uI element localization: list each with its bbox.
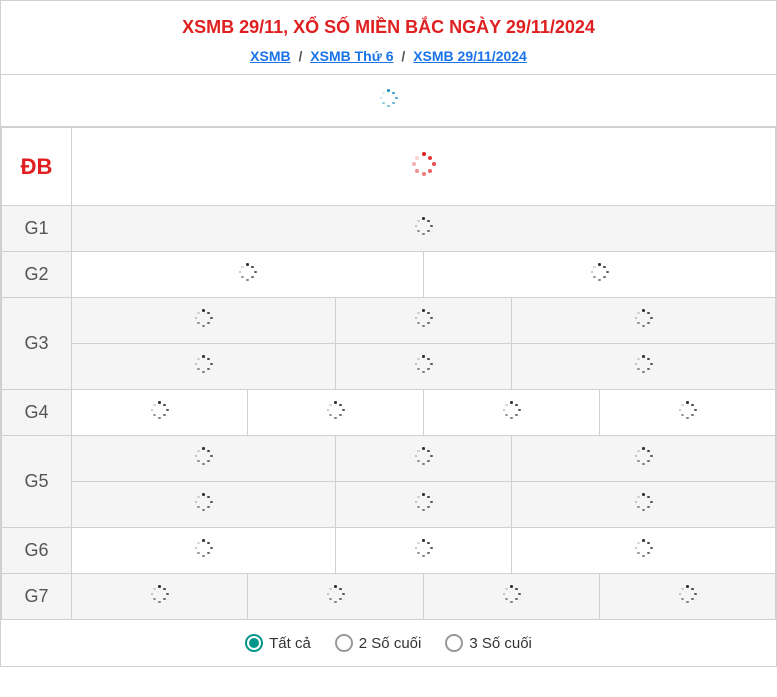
loading-spinner-icon	[412, 152, 436, 176]
lottery-results-panel: XSMB 29/11, XỔ SỐ MIỀN BẮC NGÀY 29/11/20…	[0, 0, 777, 667]
loading-spinner-icon	[151, 585, 169, 603]
loading-spinner-icon	[195, 309, 213, 327]
radio-icon	[245, 634, 263, 652]
table-row: ĐB	[2, 128, 776, 206]
loading-spinner-icon	[679, 585, 697, 603]
table-row: G4	[2, 390, 776, 436]
radio-icon	[335, 634, 353, 652]
prize-label: G3	[2, 298, 72, 390]
result-cell	[72, 528, 336, 574]
result-cell	[424, 252, 776, 298]
loading-spinner-icon	[635, 355, 653, 373]
result-cell	[600, 390, 776, 436]
filter-label: 2 Số cuối	[359, 635, 422, 652]
result-cell	[72, 574, 248, 620]
loading-spinner-icon	[503, 401, 521, 419]
prize-label: G5	[2, 436, 72, 528]
loading-spinner-icon	[195, 447, 213, 465]
filter-option-all[interactable]: Tất cả	[245, 634, 311, 652]
result-cell	[512, 528, 776, 574]
breadcrumb-link[interactable]: XSMB 29/11/2024	[413, 48, 527, 64]
result-cell	[72, 206, 776, 252]
prize-label: G2	[2, 252, 72, 298]
result-cell	[72, 436, 336, 482]
filter-footer: Tất cả 2 Số cuối 3 Số cuối	[1, 620, 776, 666]
filter-label: 3 Số cuối	[469, 635, 532, 652]
result-cell	[600, 574, 776, 620]
page-title: XSMB 29/11, XỔ SỐ MIỀN BẮC NGÀY 29/11/20…	[11, 17, 766, 38]
result-cell	[72, 482, 336, 528]
result-cell	[336, 482, 512, 528]
results-table: ĐBG1G2G3G4G5G6G7	[1, 127, 776, 620]
loading-spinner-icon	[415, 447, 433, 465]
prize-label: ĐB	[2, 128, 72, 206]
loading-spinner-icon	[591, 263, 609, 281]
loading-spinner-icon	[195, 539, 213, 557]
loading-spinner-icon	[635, 493, 653, 511]
result-cell	[72, 298, 336, 344]
filter-option-2digits[interactable]: 2 Số cuối	[335, 634, 422, 652]
loading-spinner-icon	[635, 309, 653, 327]
result-cell	[512, 344, 776, 390]
result-cell	[512, 482, 776, 528]
result-cell	[248, 390, 424, 436]
loading-spinner-icon	[415, 217, 433, 235]
loading-spinner-icon	[635, 539, 653, 557]
result-cell	[336, 298, 512, 344]
table-row: G7	[2, 574, 776, 620]
result-cell	[336, 436, 512, 482]
result-cell	[336, 344, 512, 390]
table-row	[2, 344, 776, 390]
loading-spinner-icon	[415, 493, 433, 511]
table-row: G3	[2, 298, 776, 344]
prize-label: G1	[2, 206, 72, 252]
table-row: G2	[2, 252, 776, 298]
result-cell	[72, 128, 776, 206]
table-row	[2, 482, 776, 528]
breadcrumb-link[interactable]: XSMB Thứ 6	[310, 48, 393, 64]
result-cell	[424, 390, 600, 436]
result-cell	[72, 344, 336, 390]
filter-label: Tất cả	[269, 635, 311, 652]
result-cell	[424, 574, 600, 620]
result-cell	[72, 252, 424, 298]
result-cell	[248, 574, 424, 620]
table-row: G1	[2, 206, 776, 252]
result-cell	[512, 436, 776, 482]
loading-spinner-icon	[327, 401, 345, 419]
filter-option-3digits[interactable]: 3 Số cuối	[445, 634, 532, 652]
prize-label: G7	[2, 574, 72, 620]
loading-spinner-icon	[380, 89, 398, 107]
loading-spinner-icon	[195, 493, 213, 511]
header-loading-row	[1, 75, 776, 127]
loading-spinner-icon	[415, 539, 433, 557]
radio-icon	[445, 634, 463, 652]
loading-spinner-icon	[415, 355, 433, 373]
loading-spinner-icon	[239, 263, 257, 281]
prize-label: G6	[2, 528, 72, 574]
loading-spinner-icon	[327, 585, 345, 603]
result-cell	[512, 298, 776, 344]
breadcrumb-sep: /	[298, 48, 302, 64]
breadcrumb-link[interactable]: XSMB	[250, 48, 290, 64]
breadcrumb-sep: /	[401, 48, 405, 64]
loading-spinner-icon	[679, 401, 697, 419]
breadcrumb: XSMB / XSMB Thứ 6 / XSMB 29/11/2024	[11, 48, 766, 64]
loading-spinner-icon	[503, 585, 521, 603]
header: XSMB 29/11, XỔ SỐ MIỀN BẮC NGÀY 29/11/20…	[1, 1, 776, 75]
loading-spinner-icon	[195, 355, 213, 373]
prize-label: G4	[2, 390, 72, 436]
table-row: G5	[2, 436, 776, 482]
table-row: G6	[2, 528, 776, 574]
loading-spinner-icon	[151, 401, 169, 419]
result-cell	[336, 528, 512, 574]
loading-spinner-icon	[415, 309, 433, 327]
loading-spinner-icon	[635, 447, 653, 465]
result-cell	[72, 390, 248, 436]
